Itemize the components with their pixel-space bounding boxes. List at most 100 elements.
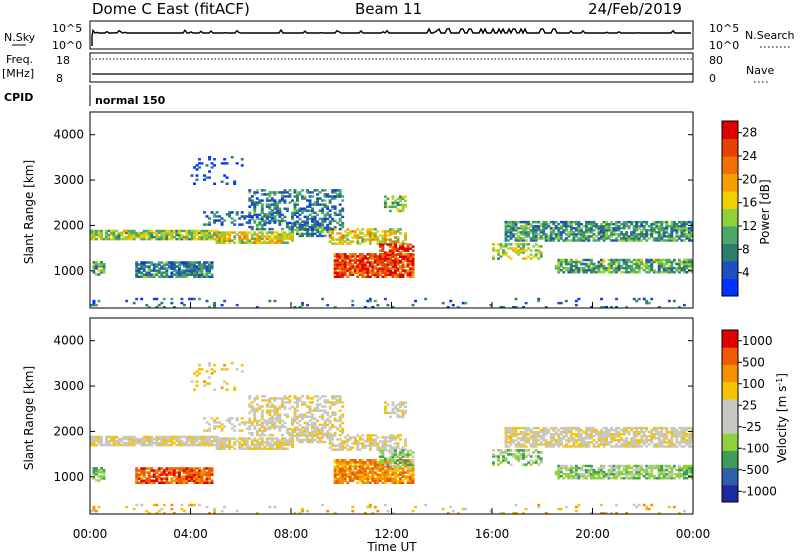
power-cell (378, 253, 382, 256)
power-cell (331, 242, 335, 245)
power-cell (394, 261, 397, 264)
velocity-cell (632, 441, 636, 444)
power-cell (574, 222, 578, 226)
velocity-cell (208, 473, 211, 476)
power-cell (371, 273, 375, 276)
velocity-cell (361, 471, 365, 474)
power-cell (331, 230, 335, 233)
power-cell (223, 299, 227, 303)
velocity-cell (567, 426, 571, 430)
velocity-cell (595, 441, 598, 444)
power-cell (363, 261, 367, 264)
velocity-cell (401, 415, 405, 419)
velocity-cell (595, 428, 598, 432)
velocity-cell (527, 461, 531, 464)
velocity-cell (401, 471, 405, 474)
velocity-cell (371, 442, 375, 445)
power-cell (308, 191, 312, 194)
velocity-cell (572, 433, 576, 436)
power-cell (306, 209, 309, 212)
velocity-cell (524, 428, 528, 432)
power-cell (92, 299, 96, 303)
velocity-cell (298, 440, 302, 444)
power-cell (268, 215, 272, 219)
power-cell (617, 239, 621, 242)
velocity-cell (519, 443, 523, 446)
power-cell (605, 305, 608, 309)
velocity-cell (341, 467, 345, 470)
power-cell (250, 195, 254, 198)
power-cell (625, 271, 629, 274)
power-cell (240, 237, 244, 240)
velocity-cell (293, 434, 297, 438)
power-cell (195, 233, 199, 237)
velocity-cell (512, 441, 516, 444)
power-cell (677, 229, 681, 232)
power-cell (358, 242, 362, 245)
velocity-cell (326, 429, 330, 433)
power-cell (577, 231, 581, 234)
velocity-cell (260, 399, 264, 402)
power-cell (532, 233, 536, 236)
velocity-cell (145, 439, 149, 443)
power-cell (240, 233, 244, 236)
power-cell (394, 240, 397, 243)
power-cell (363, 255, 367, 258)
velocity-cell (220, 437, 224, 440)
velocity-cell (363, 440, 367, 443)
velocity-cell (336, 444, 340, 447)
power-cell (579, 268, 583, 272)
power-cell (411, 261, 415, 264)
velocity-cell (394, 438, 397, 441)
power-cell (306, 189, 309, 192)
velocity-cell (610, 426, 613, 430)
velocity-cell (170, 435, 174, 439)
power-cell (579, 231, 583, 234)
power-cell (557, 258, 561, 262)
velocity-cell (562, 428, 566, 432)
power-cell (198, 229, 201, 233)
velocity-cell (383, 479, 387, 482)
power-cell (265, 221, 269, 224)
power-cell (396, 249, 400, 252)
velocity-cell (288, 427, 292, 431)
velocity-cell (255, 431, 259, 435)
power-cell (687, 220, 691, 224)
power-cell (150, 273, 154, 276)
velocity-cell (100, 471, 103, 474)
power-cell (348, 265, 352, 268)
power-cell (600, 305, 603, 309)
power-cell (391, 203, 395, 207)
velocity-cell (145, 435, 149, 439)
power-cell (193, 269, 196, 272)
power-cell (662, 258, 666, 262)
velocity-cell (283, 395, 287, 398)
velocity-cell (95, 443, 98, 447)
power-cell (162, 263, 166, 266)
velocity-cell (275, 441, 279, 444)
velocity-cell (187, 437, 191, 441)
velocity-cell (285, 443, 289, 446)
power-cell (660, 237, 664, 240)
power-cell (301, 195, 304, 198)
velocity-cell (630, 441, 634, 444)
velocity-cell (522, 451, 526, 454)
power-cell (303, 220, 307, 223)
velocity-cell (522, 426, 526, 430)
power-cell (512, 222, 516, 226)
power-cell (253, 193, 257, 196)
power-cell (243, 215, 247, 218)
velocity-cell (652, 445, 656, 448)
power-cell (125, 231, 129, 235)
velocity-cell (522, 457, 526, 460)
power-cell (507, 239, 510, 242)
power-cell (554, 266, 558, 270)
power-cell (172, 265, 176, 268)
power-cell (275, 239, 279, 242)
power-cell (328, 234, 332, 238)
power-cell (275, 237, 279, 240)
power-cell (316, 228, 320, 232)
velocity-cell (182, 467, 186, 470)
velocity-cell (200, 443, 204, 447)
power-cell (552, 237, 556, 240)
